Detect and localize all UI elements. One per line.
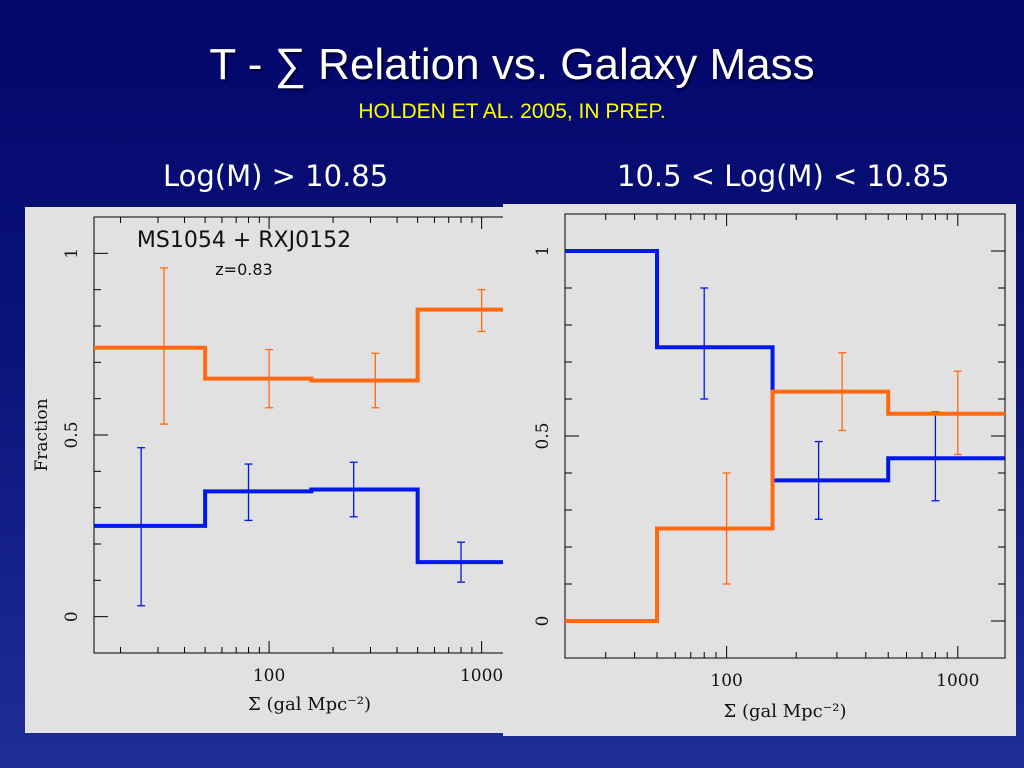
y-tick-label: 1 <box>533 246 553 257</box>
error-bar <box>838 352 847 432</box>
chart-annotation-redshift: z=0.83 <box>215 260 272 279</box>
series-step-line <box>94 307 525 383</box>
x-tick-label: 1000 <box>460 666 503 686</box>
error-bar <box>953 370 962 456</box>
chart-left: 100 1000 0 0.5 1 Σ (gal Mpc⁻²) Fraction MS1054 … <box>32 216 526 715</box>
y-tick-label: 0 <box>533 616 553 627</box>
x-tick-label: 1000 <box>936 671 979 691</box>
slide-subtitle: HOLDEN ET AL. 2005, IN PREP. <box>358 100 666 123</box>
series-step-line <box>94 487 525 565</box>
chart-panel-left: 100 1000 0 0.5 1 Σ (gal Mpc⁻²) Fraction MS1054 … <box>25 207 526 733</box>
error-bar <box>159 267 168 425</box>
y-tick-label: 1 <box>62 248 82 259</box>
chart-right: 100 1000 0 0.5 1 Σ (gal Mpc⁻²) <box>533 213 1006 722</box>
error-bar <box>722 472 731 585</box>
plot-frame <box>564 213 1006 659</box>
error-bar <box>700 287 709 400</box>
error-bar <box>349 461 358 518</box>
y-tick-label: 0.5 <box>62 421 82 448</box>
y-axis-label: Fraction <box>32 398 52 471</box>
panel-label-right: 10.5 < Log(M) < 10.85 <box>617 159 950 193</box>
error-bar <box>457 541 466 583</box>
error-bar <box>137 447 146 607</box>
x-tick-label: 100 <box>710 671 742 691</box>
error-bar <box>477 289 486 333</box>
series-step-line <box>565 249 1005 483</box>
plot-frame <box>93 216 526 654</box>
x-tick-label: 100 <box>253 666 285 686</box>
chart-panel-right: 100 1000 0 0.5 1 Σ (gal Mpc⁻²) <box>503 204 1016 736</box>
chart-annotation-field: MS1054 + RXJ0152 <box>137 228 351 253</box>
slide-title: T - ∑ Relation vs. Galaxy Mass <box>209 40 815 89</box>
panel-label-left: Log(M) > 10.85 <box>163 159 389 193</box>
x-axis-label: Σ (gal Mpc⁻²) <box>724 701 847 722</box>
error-bar <box>371 352 380 409</box>
error-bar <box>244 463 253 522</box>
error-bar <box>265 348 274 409</box>
y-tick-label: 0 <box>62 611 82 622</box>
series-step-line <box>565 389 1005 623</box>
x-axis-label: Σ (gal Mpc⁻²) <box>248 694 371 715</box>
error-bar <box>814 440 823 520</box>
y-tick-label: 0.5 <box>533 422 553 449</box>
